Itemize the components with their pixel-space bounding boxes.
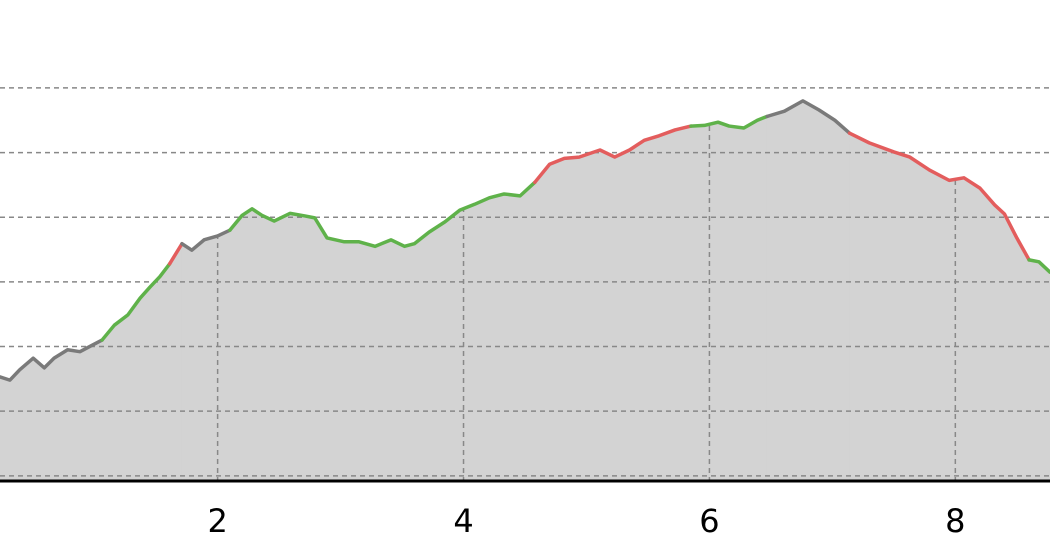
elevation-line (100, 262, 172, 342)
elevation-line (167, 241, 184, 266)
elevation-line (0, 338, 104, 382)
x-tick-label: 8 (945, 502, 965, 540)
area-fill (101, 262, 171, 482)
area-fill (229, 181, 536, 482)
area-fill (766, 100, 851, 482)
elevation-line (689, 114, 769, 130)
elevation-line (847, 131, 1031, 262)
elevation-line (228, 180, 537, 249)
area-fill (169, 241, 183, 482)
area-fill (181, 229, 231, 482)
area-fill (849, 132, 1030, 482)
x-tick-label: 2 (207, 502, 227, 540)
elevation-line (765, 99, 852, 135)
elevation-line (1027, 258, 1050, 274)
elevation-line (533, 124, 693, 185)
x-tick-label: 6 (699, 502, 719, 540)
x-tick-label: 4 (453, 502, 473, 540)
area-fill (1028, 259, 1050, 482)
elevation-line (180, 228, 232, 252)
area-fill (534, 125, 692, 482)
area-fill (690, 115, 768, 482)
